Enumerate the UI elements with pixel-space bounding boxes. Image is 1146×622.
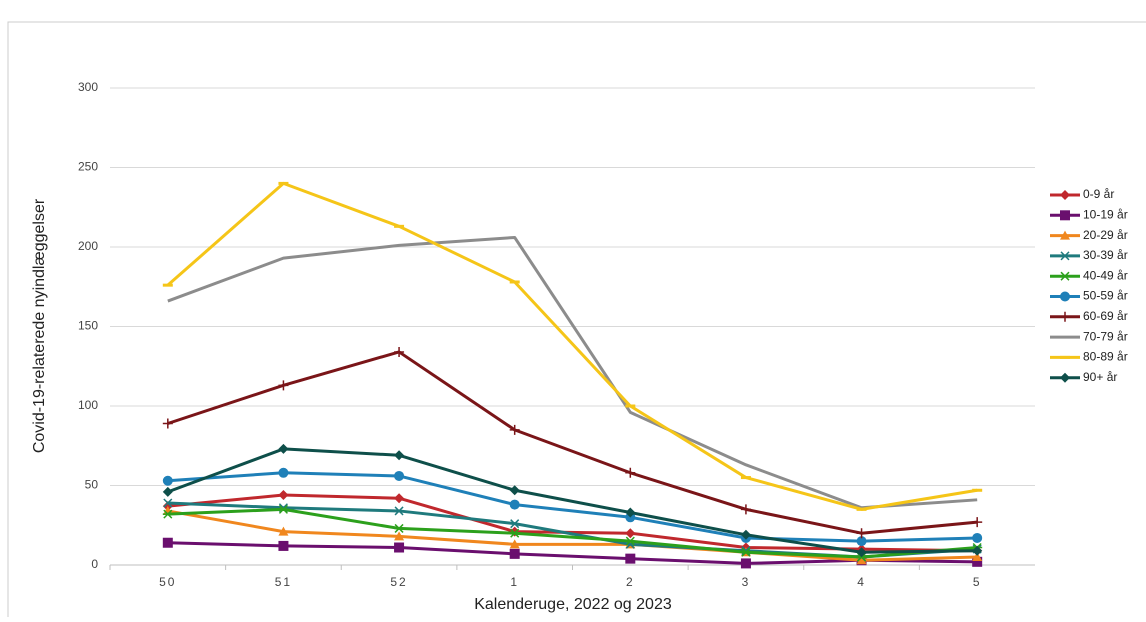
marker [509, 424, 520, 435]
legend-marker [1060, 271, 1070, 281]
marker [625, 528, 636, 539]
marker [972, 556, 983, 567]
marker [972, 545, 983, 556]
marker [162, 509, 173, 519]
marker [162, 537, 173, 548]
marker [162, 475, 173, 486]
x-tick-label: 52 [390, 575, 407, 589]
series-line [167, 447, 978, 554]
marker [394, 346, 405, 357]
legend-label: 50-59 år [1083, 289, 1128, 303]
marker [856, 528, 867, 539]
marker [740, 558, 751, 569]
legend-label: 70-79 år [1083, 329, 1128, 343]
marker [856, 547, 867, 558]
series-line [167, 235, 978, 510]
series-line [167, 507, 978, 559]
x-tick-label: 2 [626, 575, 635, 589]
marker [972, 517, 983, 528]
marker [162, 486, 173, 497]
marker [278, 540, 289, 551]
y-axis-title: Covid-19-relaterede nyindlæggelser [31, 198, 48, 453]
marker [278, 526, 289, 536]
x-tick-label: 4 [857, 575, 866, 589]
marker [394, 506, 404, 516]
marker [394, 470, 405, 481]
marker [394, 493, 405, 504]
y-tick-label: 150 [78, 319, 98, 333]
marker [972, 552, 983, 562]
x-tick-label: 50 [159, 575, 176, 589]
series-line [167, 350, 978, 535]
y-tick-label: 50 [85, 478, 99, 492]
legend-label: 10-19 år [1083, 207, 1128, 221]
marker [278, 443, 289, 454]
marker [625, 553, 636, 564]
series-line [167, 541, 978, 565]
marker [509, 548, 520, 559]
legend-marker [1060, 230, 1070, 240]
legend-label: 80-89 år [1083, 350, 1128, 364]
legend-label: 90+ år [1083, 370, 1117, 384]
marker [278, 504, 289, 514]
marker [625, 507, 636, 518]
marker [394, 450, 405, 461]
marker [394, 523, 405, 533]
series-line [167, 509, 978, 562]
x-axis-title: Kalenderuge, 2022 og 2023 [474, 596, 672, 613]
legend-label: 0-9 år [1083, 187, 1114, 201]
y-tick-label: 300 [78, 80, 98, 94]
marker [972, 532, 983, 543]
marker [740, 504, 751, 515]
marker [509, 539, 520, 549]
marker [278, 490, 289, 501]
marker [509, 485, 520, 496]
marker [278, 467, 289, 478]
marker [162, 418, 173, 429]
legend-marker [1060, 251, 1070, 261]
y-tick-label: 200 [78, 239, 98, 253]
marker [740, 547, 751, 557]
marker [163, 498, 173, 508]
y-tick-label: 250 [78, 160, 98, 174]
legend-marker [1060, 311, 1070, 322]
marker [625, 467, 636, 478]
legend-label: 30-39 år [1083, 248, 1128, 262]
legend-marker [1060, 190, 1070, 200]
legend-marker [1060, 372, 1070, 383]
x-tick-label: 1 [510, 575, 519, 589]
marker [509, 528, 520, 538]
legend-marker [1060, 210, 1070, 221]
chart-frame [7, 21, 1146, 622]
series-line [167, 471, 978, 543]
marker [856, 555, 867, 565]
legend-label: 40-49 år [1083, 268, 1128, 282]
legend-label: 20-29 år [1083, 228, 1128, 242]
y-tick-label: 0 [91, 557, 98, 571]
x-tick-label: 5 [973, 575, 982, 589]
y-tick-label: 100 [78, 398, 98, 412]
marker [278, 380, 289, 391]
legend-label: 60-69 år [1083, 309, 1128, 323]
marker [510, 519, 520, 529]
marker [856, 536, 867, 547]
marker [740, 529, 751, 540]
x-tick-label: 3 [742, 575, 751, 589]
marker [394, 531, 405, 541]
marker [394, 542, 405, 553]
marker [625, 536, 636, 546]
marker [509, 499, 520, 510]
series-line [166, 181, 978, 511]
x-tick-label: 51 [275, 575, 292, 589]
legend-marker [1060, 291, 1070, 302]
